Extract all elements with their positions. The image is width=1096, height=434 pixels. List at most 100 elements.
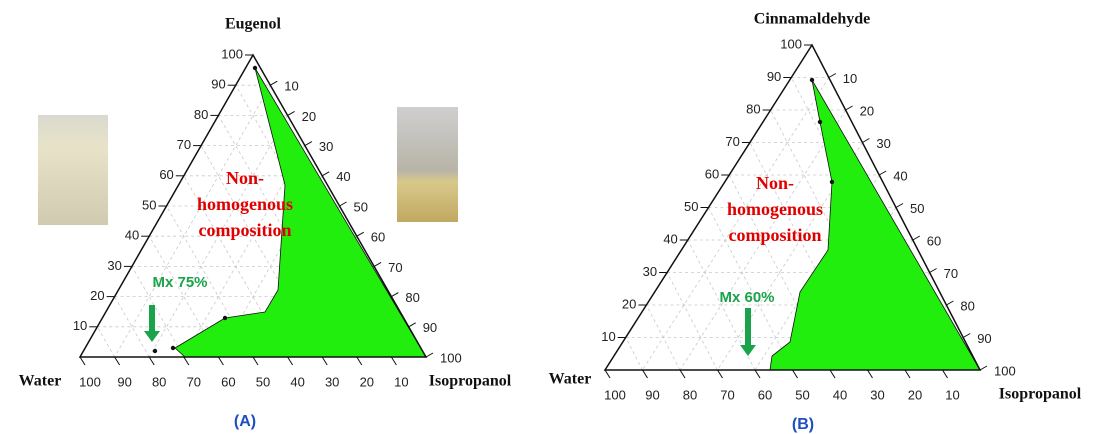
right-tick-label: 50	[354, 199, 368, 214]
bottom-tick-label: 70	[720, 387, 734, 402]
right-tick-label: 50	[910, 201, 924, 216]
left-tick-label: 30	[107, 258, 121, 273]
arrow-shaft	[149, 305, 155, 332]
tick-mark	[755, 370, 760, 378]
bottom-tick-label: 10	[394, 374, 408, 389]
right-corner-label: Isopropanol	[429, 373, 512, 390]
tick-mark	[253, 357, 258, 365]
arrow-head	[740, 345, 756, 356]
tick-mark	[270, 81, 277, 85]
right-tick-label: 20	[302, 109, 316, 124]
left-tick-label: 40	[125, 228, 139, 243]
tick-mark	[288, 357, 293, 365]
data-point	[171, 346, 175, 350]
right-tick-label: 10	[843, 71, 857, 86]
tick-mark	[115, 357, 120, 365]
tick-mark	[391, 357, 396, 365]
data-point	[223, 316, 227, 320]
panel-caption: (A)	[234, 413, 256, 430]
tick-mark	[963, 334, 970, 338]
tick-mark	[288, 111, 295, 115]
bottom-tick-label: 30	[325, 374, 339, 389]
left-tick-label: 70	[177, 137, 191, 152]
right-tick-label: 20	[860, 103, 874, 118]
tick-mark	[830, 370, 835, 378]
tick-mark	[374, 262, 381, 266]
tick-mark	[643, 370, 648, 378]
region-label: homogenous	[727, 199, 823, 219]
left-tick-label: 40	[663, 231, 677, 246]
tick-mark	[862, 139, 869, 143]
grid-line	[97, 327, 114, 357]
tick-mark	[718, 370, 723, 378]
tick-mark	[80, 357, 85, 365]
left-tick-label: 20	[90, 288, 104, 303]
bottom-tick-label: 70	[187, 374, 201, 389]
tick-mark	[896, 204, 903, 208]
bottom-tick-label: 100	[604, 387, 626, 402]
panel-caption: (B)	[792, 416, 814, 433]
region-label: Non-	[226, 168, 264, 188]
region-label: composition	[728, 225, 821, 245]
tick-mark	[409, 323, 416, 327]
left-tick-label: 70	[725, 134, 739, 149]
left-tick-label: 60	[705, 166, 719, 181]
left-tick-label: 100	[221, 46, 243, 61]
left-tick-label: 10	[601, 329, 615, 344]
right-tick-label: 100	[440, 350, 462, 365]
tick-mark	[340, 202, 347, 206]
right-tick-label: 90	[423, 320, 437, 335]
mixture-label: Mx 60%	[719, 289, 774, 306]
right-corner-label: Isopropanol	[999, 386, 1082, 403]
tick-mark	[305, 142, 312, 146]
left-tick-label: 90	[211, 77, 225, 92]
tick-mark	[357, 357, 362, 365]
tick-mark	[980, 366, 987, 370]
right-tick-label: 60	[927, 233, 941, 248]
bottom-tick-label: 80	[683, 387, 697, 402]
arrow-shaft	[745, 308, 751, 346]
tick-mark	[829, 74, 836, 78]
tick-mark	[680, 370, 685, 378]
left-tick-label: 80	[746, 101, 760, 116]
tick-mark	[946, 301, 953, 305]
right-tick-label: 90	[977, 331, 991, 346]
bottom-tick-label: 10	[945, 387, 959, 402]
bottom-tick-label: 50	[256, 374, 270, 389]
left-tick-label: 20	[622, 296, 636, 311]
left-tick-label: 50	[684, 199, 698, 214]
bottom-tick-label: 20	[908, 387, 922, 402]
left-tick-label: 10	[73, 318, 87, 333]
bottom-tick-label: 90	[645, 387, 659, 402]
tick-mark	[322, 172, 329, 176]
mixture-label: Mx 75%	[152, 274, 207, 291]
data-point	[810, 78, 814, 82]
bottom-tick-label: 50	[795, 387, 809, 402]
bottom-tick-label: 60	[221, 374, 235, 389]
bottom-tick-label: 40	[290, 374, 304, 389]
tick-mark	[868, 370, 873, 378]
region-label: Non-	[756, 173, 794, 193]
right-tick-label: 10	[284, 79, 298, 94]
right-tick-label: 70	[388, 260, 402, 275]
region-label: homogenous	[197, 194, 293, 214]
bottom-tick-label: 40	[833, 387, 847, 402]
left-tick-label: 90	[767, 69, 781, 84]
tick-mark	[846, 106, 853, 110]
bottom-tick-label: 20	[360, 374, 374, 389]
bottom-tick-label: 30	[870, 387, 884, 402]
right-tick-label: 100	[994, 363, 1016, 378]
left-tick-label: 80	[194, 107, 208, 122]
right-tick-label: 70	[944, 266, 958, 281]
right-tick-label: 40	[336, 169, 350, 184]
left-tick-label: 30	[643, 264, 657, 279]
data-point	[253, 66, 257, 70]
right-tick-label: 30	[319, 139, 333, 154]
tick-mark	[357, 232, 364, 236]
right-tick-label: 80	[960, 298, 974, 313]
tick-mark	[218, 357, 223, 365]
grid-line	[626, 338, 643, 371]
tick-mark	[605, 370, 610, 378]
arrow-head	[144, 331, 160, 342]
tick-mark	[930, 269, 937, 273]
